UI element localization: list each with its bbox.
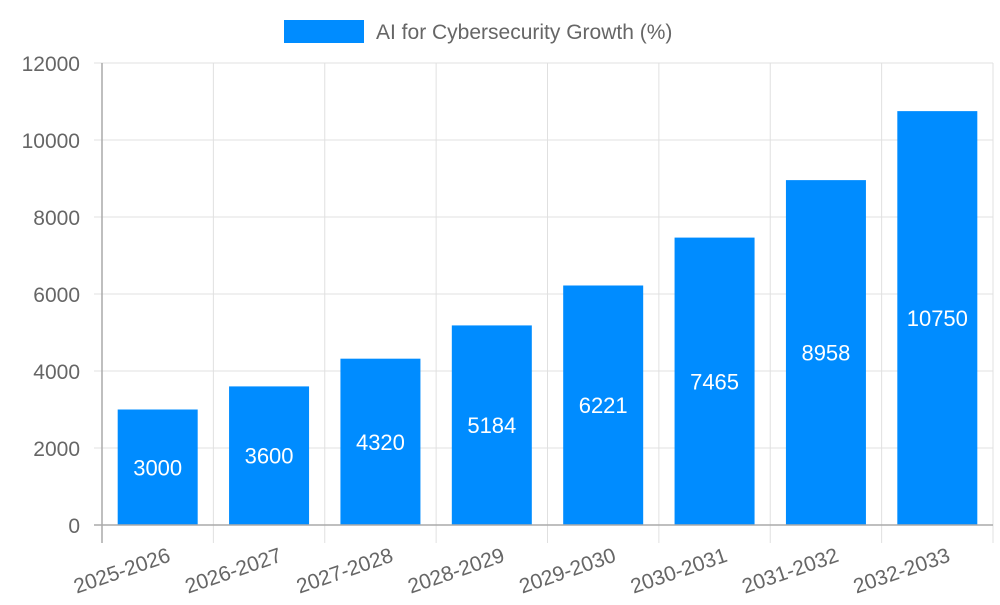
bar-value-label: 4320 (356, 430, 405, 455)
bar-value-label: 10750 (907, 306, 968, 331)
bar[interactable] (451, 325, 532, 525)
x-tick-label: 2030-2031 (628, 544, 730, 598)
y-tick-label: 12000 (22, 53, 80, 76)
x-tick-label: 2028-2029 (405, 544, 507, 598)
bar-value-label: 3000 (133, 455, 182, 480)
legend-swatch (284, 20, 364, 43)
x-tick-label: 2031-2032 (739, 544, 841, 598)
bar[interactable] (563, 285, 644, 525)
bar-value-label: 3600 (245, 444, 294, 469)
bar[interactable] (897, 111, 978, 525)
bar[interactable] (674, 237, 755, 525)
y-tick-label: 6000 (33, 284, 80, 307)
x-tick-label: 2027-2028 (294, 544, 396, 598)
bar-value-label: 7465 (690, 369, 739, 394)
y-tick-label: 4000 (33, 361, 80, 384)
bar-value-label: 6221 (579, 393, 628, 418)
x-tick-label: 2032-2033 (850, 544, 952, 598)
bar[interactable] (340, 358, 421, 525)
bars: 3000 3600 4320 5184 6221 7465 8958 10750 (117, 111, 978, 526)
bar[interactable] (117, 409, 198, 526)
legend[interactable]: AI for Cybersecurity Growth (%) (284, 20, 672, 44)
x-tick-label: 2029-2030 (516, 544, 618, 598)
bar[interactable] (229, 386, 310, 525)
bar-value-label: 5184 (467, 413, 516, 438)
legend-label: AI for Cybersecurity Growth (%) (376, 21, 672, 44)
y-tick-label: 8000 (33, 207, 80, 230)
y-tick-label: 0 (68, 515, 80, 538)
grid (94, 62, 994, 543)
x-tick-label: 2025-2026 (71, 544, 173, 598)
y-tick-label: 10000 (22, 130, 80, 153)
bar-value-label: 8958 (801, 341, 850, 366)
x-tick-label: 2026-2027 (182, 544, 284, 598)
bar[interactable] (785, 180, 866, 525)
y-tick-label: 2000 (33, 438, 80, 461)
